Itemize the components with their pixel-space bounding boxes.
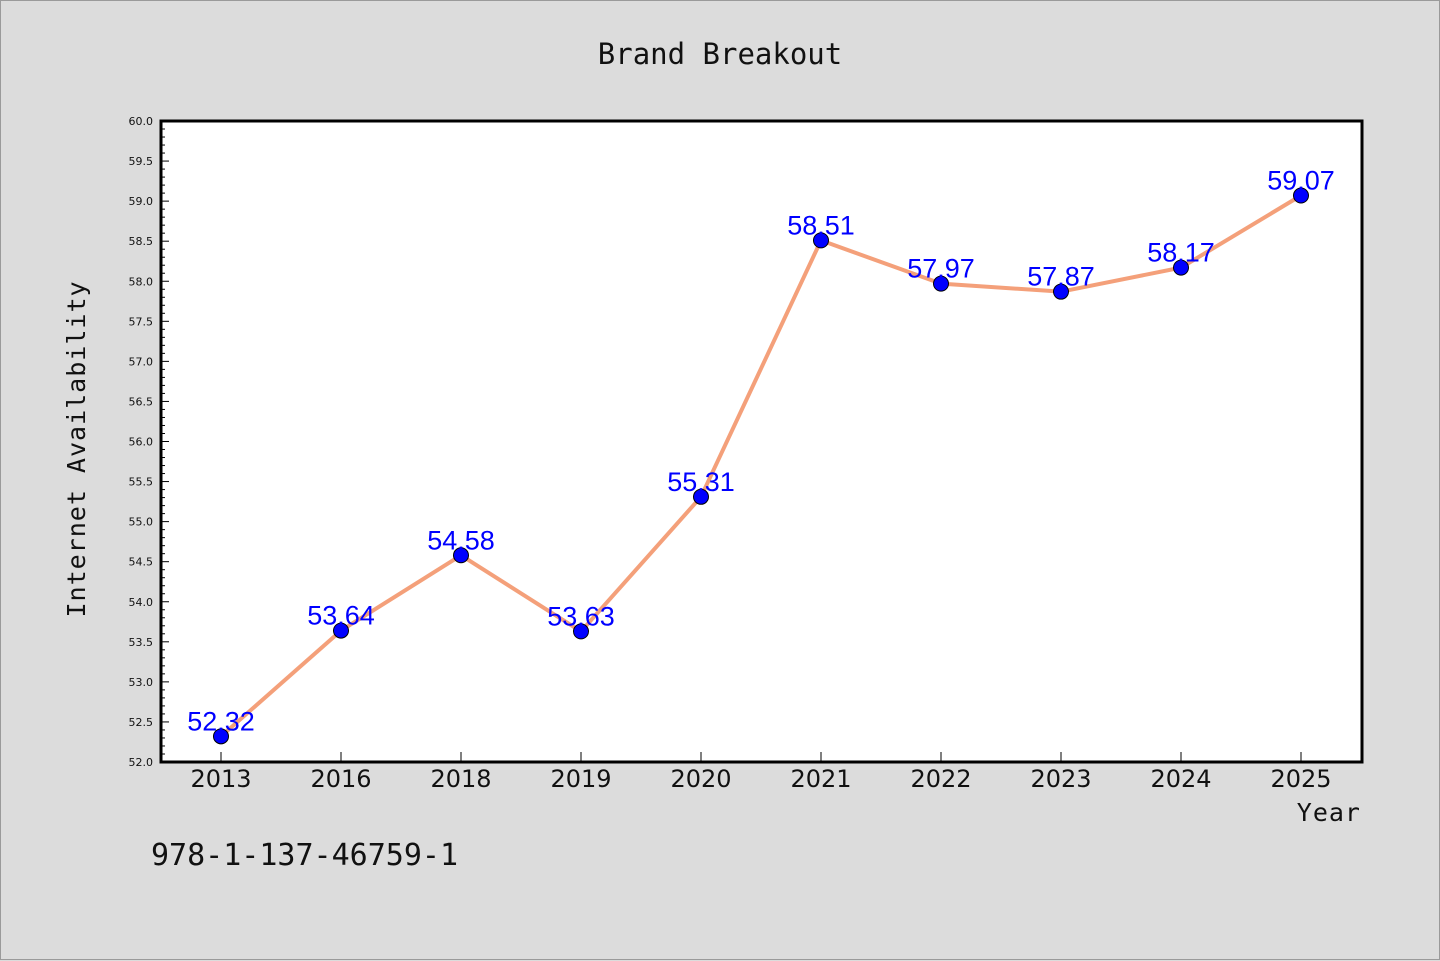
data-labels-group: 52.32 53.64 54.58 53.63 55.31 58.51 57.97 57.87…	[187, 166, 1335, 737]
y-tick-label: 55.0	[129, 516, 154, 529]
axis-ticks: 52.0 52.5 53.0 53.5 54.0 54.5 55.0 55.5 56.0 56.5…	[129, 115, 1332, 793]
data-label: 53.64	[307, 601, 375, 631]
series-line	[219, 193, 1303, 739]
x-tick-label: 2013	[190, 765, 251, 793]
data-point-marker	[1173, 259, 1189, 276]
data-point-marker	[933, 275, 949, 292]
y-tick-label: 58.5	[129, 235, 154, 248]
x-tick-label: 2016	[310, 765, 371, 793]
y-tick-label: 56.5	[129, 395, 154, 408]
y-tick-label: 58.0	[129, 275, 154, 288]
x-tick-label: 2023	[1030, 765, 1091, 793]
data-point-marker	[1293, 187, 1309, 204]
x-axis-label: Year	[1297, 798, 1361, 827]
y-tick-label: 57.0	[129, 355, 154, 368]
markers-group	[213, 187, 1309, 745]
y-axis-label: Internet Availability	[62, 280, 91, 617]
y-tick-label: 54.5	[129, 556, 154, 569]
data-point-marker	[333, 622, 349, 639]
data-label: 52.32	[187, 706, 255, 736]
x-tick-label: 2019	[550, 765, 611, 793]
y-tick-label: 52.5	[129, 716, 154, 729]
y-tick-label: 57.5	[129, 315, 154, 328]
data-label: 58.51	[787, 210, 855, 240]
x-tick-label: 2022	[910, 765, 971, 793]
y-tick-label: 53.5	[129, 636, 154, 649]
footnote-isbn: 978-1-137-46759-1	[151, 838, 458, 873]
y-tick-label: 60.0	[129, 115, 154, 128]
x-tick-label: 2021	[790, 765, 851, 793]
data-point-marker	[1053, 283, 1069, 300]
x-tick-label: 2024	[1150, 765, 1211, 793]
y-tick-label: 52.0	[129, 756, 154, 769]
y-tick-label: 54.0	[129, 596, 154, 609]
y-tick-label: 55.5	[129, 476, 154, 489]
data-point-marker	[693, 488, 709, 505]
data-label: 57.97	[907, 254, 975, 284]
y-tick-label: 59.0	[129, 195, 154, 208]
plot-area	[161, 121, 1362, 762]
y-tick-label: 59.5	[129, 155, 154, 168]
series-line-group	[219, 193, 1303, 739]
data-label: 57.87	[1027, 262, 1095, 292]
data-label: 55.31	[667, 467, 735, 497]
y-tick-label: 56.0	[129, 436, 154, 449]
plot-border	[159, 119, 1364, 764]
data-label: 58.17	[1147, 238, 1215, 268]
data-label: 54.58	[427, 525, 495, 555]
data-point-marker	[813, 232, 829, 249]
x-tick-label: 2018	[430, 765, 491, 793]
data-point-marker	[573, 623, 589, 640]
y-tick-label: 53.0	[129, 676, 154, 689]
data-point-marker	[453, 547, 469, 564]
data-label: 59.07	[1267, 166, 1335, 196]
data-point-marker	[213, 728, 229, 745]
x-tick-label: 2025	[1270, 765, 1331, 793]
chart-title: Brand Breakout	[598, 37, 842, 71]
x-tick-label: 2020	[670, 765, 731, 793]
data-label: 53.63	[547, 601, 615, 631]
